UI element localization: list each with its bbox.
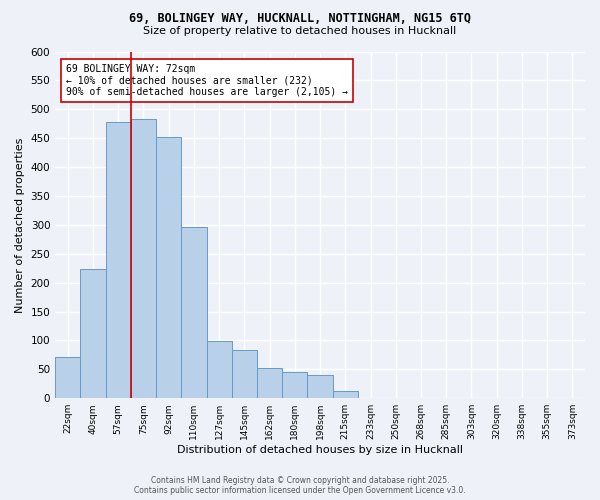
Bar: [131, 118, 156, 398]
Bar: [332, 392, 358, 398]
Bar: [80, 269, 106, 398]
Bar: [282, 372, 307, 398]
X-axis label: Distribution of detached houses by size in Hucknall: Distribution of detached houses by size …: [177, 445, 463, 455]
Y-axis label: Number of detached properties: Number of detached properties: [15, 137, 25, 312]
Text: Size of property relative to detached houses in Hucknall: Size of property relative to detached ho…: [143, 26, 457, 36]
Bar: [156, 137, 181, 398]
Bar: [106, 122, 131, 398]
Bar: [307, 375, 332, 398]
Bar: [232, 350, 257, 398]
Bar: [181, 226, 206, 398]
Bar: [257, 368, 282, 398]
Bar: [206, 341, 232, 398]
Text: 69, BOLINGEY WAY, HUCKNALL, NOTTINGHAM, NG15 6TQ: 69, BOLINGEY WAY, HUCKNALL, NOTTINGHAM, …: [129, 12, 471, 26]
Text: 69 BOLINGEY WAY: 72sqm
← 10% of detached houses are smaller (232)
90% of semi-de: 69 BOLINGEY WAY: 72sqm ← 10% of detached…: [66, 64, 348, 97]
Bar: [55, 356, 80, 398]
Text: Contains HM Land Registry data © Crown copyright and database right 2025.
Contai: Contains HM Land Registry data © Crown c…: [134, 476, 466, 495]
